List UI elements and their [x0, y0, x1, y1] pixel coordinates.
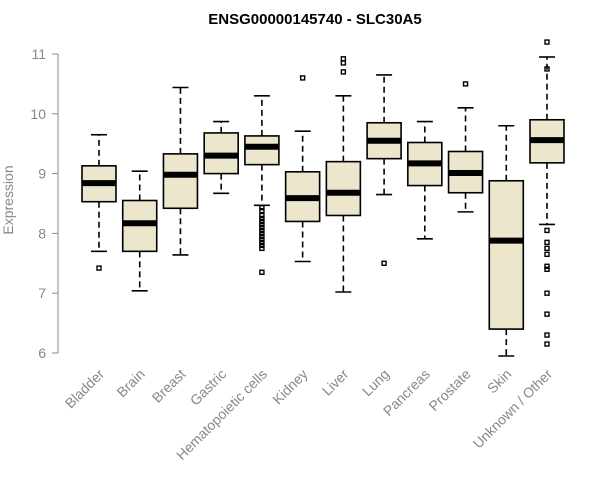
outlier-point — [544, 66, 550, 72]
outlier-point — [96, 265, 102, 271]
box-group — [529, 39, 565, 347]
outlier-point — [259, 224, 265, 231]
outlier-point — [544, 290, 550, 296]
boxes-layer — [81, 39, 565, 357]
box-group — [407, 120, 443, 240]
box-group — [325, 56, 362, 293]
y-tick-label: 8 — [38, 225, 46, 241]
outlier-point — [259, 239, 265, 246]
box-group — [203, 120, 239, 195]
outlier-point — [462, 81, 469, 87]
iqr-box — [488, 179, 525, 330]
box-group — [447, 81, 484, 213]
x-tick-label: Liver — [319, 366, 352, 399]
y-tick-label: 7 — [38, 285, 46, 301]
outlier-point — [259, 221, 265, 228]
iqr-box — [162, 153, 199, 210]
outlier-point — [544, 266, 550, 272]
outlier-point — [544, 227, 550, 234]
outlier-point — [544, 239, 550, 246]
y-axis-label: Expression — [0, 165, 16, 234]
x-tick-label: Skin — [484, 366, 515, 397]
iqr-box — [325, 160, 362, 217]
outlier-point — [340, 56, 347, 62]
outlier-point — [259, 218, 265, 225]
outlier-point — [259, 230, 265, 237]
outlier-point — [340, 60, 347, 66]
y-tick-label: 6 — [38, 345, 46, 361]
outlier-point — [259, 215, 265, 222]
x-tick-label: Brain — [113, 366, 147, 400]
x-tick-label: Bladder — [62, 366, 108, 412]
outlier-point — [544, 245, 550, 252]
outlier-point — [259, 242, 265, 249]
y-tick-label: 10 — [30, 106, 46, 122]
outlier-point — [259, 233, 265, 240]
box-group — [121, 170, 158, 292]
box-group — [488, 124, 525, 357]
outlier-point — [259, 236, 265, 243]
x-tick-label: Kidney — [269, 366, 311, 408]
outlier-point — [544, 263, 550, 269]
y-tick-label: 11 — [31, 46, 46, 62]
outlier-point — [544, 341, 550, 347]
outlier-point — [259, 207, 265, 214]
x-tick-label: Prostate — [425, 366, 473, 414]
outlier-point — [259, 227, 265, 234]
x-tick-label: Lung — [359, 366, 392, 399]
outlier-point — [340, 69, 347, 75]
outlier-point — [259, 245, 265, 252]
outlier-point — [544, 251, 550, 258]
outlier-point — [299, 75, 306, 81]
box-group — [284, 75, 321, 263]
outlier-point — [259, 212, 265, 219]
x-tick-label: Breast — [149, 366, 189, 406]
outlier-point — [544, 311, 550, 317]
outlier-point — [381, 260, 387, 266]
outlier-point — [259, 269, 265, 275]
y-tick-label: 9 — [38, 166, 46, 182]
box-group — [244, 95, 280, 275]
iqr-box — [244, 135, 280, 166]
y-axis: 6 7 8 9 10 11 — [30, 46, 59, 361]
outlier-point — [259, 204, 265, 211]
box-group — [81, 133, 117, 271]
box-group — [366, 74, 402, 266]
box-group — [162, 86, 199, 256]
outlier-point — [544, 39, 550, 45]
chart-title: ENSG00000145740 - SLC30A5 — [208, 11, 421, 28]
outlier-point — [544, 332, 550, 338]
